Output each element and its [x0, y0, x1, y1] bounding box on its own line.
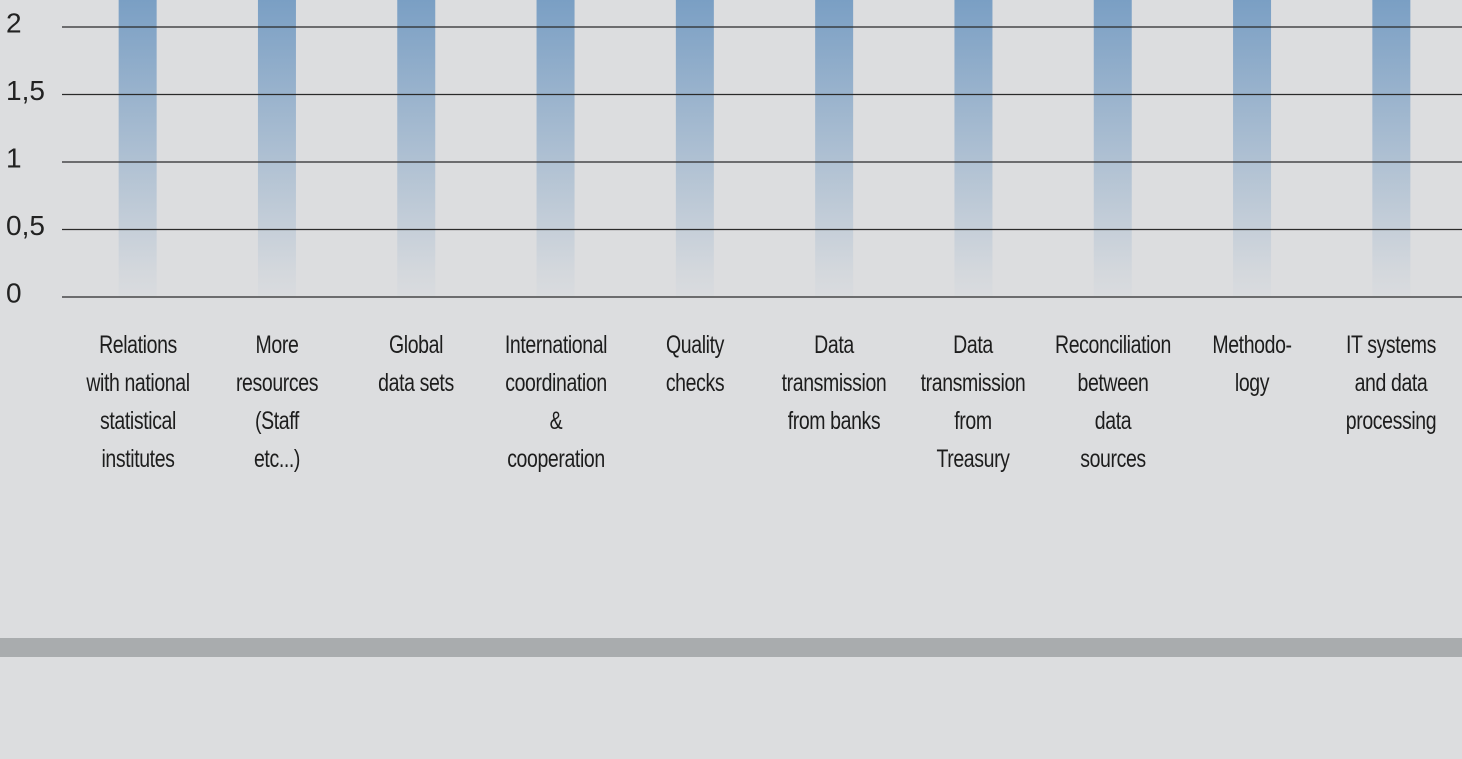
x-tick-label: Data transmission from banks [781, 331, 887, 435]
bar [954, 0, 993, 297]
y-tick-label: 0 [6, 277, 22, 308]
bar [1372, 0, 1411, 297]
x-tick-label: Reconciliation between data sources [1054, 331, 1171, 473]
footer-band [0, 638, 1462, 657]
y-tick-label: 2 [6, 7, 22, 38]
bar [257, 0, 296, 297]
bar [118, 0, 157, 297]
bar [397, 0, 436, 297]
x-tick-label: International coordination & cooperation [504, 331, 607, 473]
y-tick-label: 1 [6, 142, 22, 173]
y-tick-label: 1,5 [6, 75, 45, 106]
x-tick-label: Data transmission from Treasury [921, 331, 1026, 473]
y-tick-label: 0,5 [6, 210, 45, 241]
bar [1233, 0, 1272, 297]
x-tick-label: Quality checks [665, 331, 725, 397]
bar [815, 0, 854, 297]
x-tick-label: Relations with national statistical inst… [85, 331, 190, 473]
bar [536, 0, 575, 297]
x-tick-label: More resources (Staff etc...) [235, 331, 318, 473]
x-tick-label: Methodo- logy [1212, 331, 1292, 397]
bar [675, 0, 714, 297]
bar [1093, 0, 1132, 297]
x-tick-label: Global data sets [378, 331, 455, 397]
x-tick-label: IT systems and data processing [1346, 331, 1437, 435]
